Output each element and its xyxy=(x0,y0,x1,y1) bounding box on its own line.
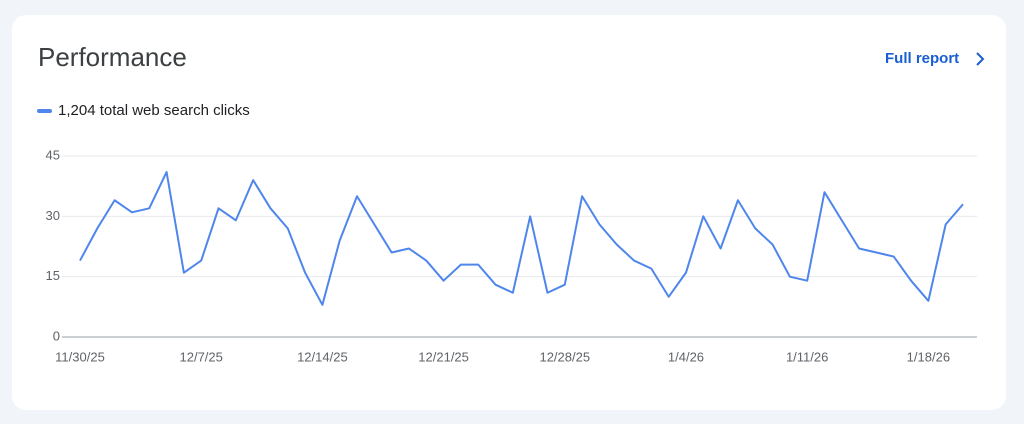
y-tick-label: 15 xyxy=(46,268,60,283)
x-tick-label: 11/30/25 xyxy=(55,349,105,364)
card-title: Performance xyxy=(38,42,187,72)
full-report-link[interactable]: Full report xyxy=(885,50,959,67)
chevron-icon[interactable] xyxy=(976,52,985,66)
card xyxy=(12,15,1006,410)
y-tick-label: 30 xyxy=(46,208,60,223)
x-tick-label: 12/14/25 xyxy=(297,349,348,364)
x-tick-label: 12/21/25 xyxy=(418,349,469,364)
y-tick-label: 45 xyxy=(46,147,60,162)
x-tick-label: 12/7/25 xyxy=(180,349,223,364)
series-line xyxy=(79,171,964,306)
y-tick-label: 0 xyxy=(53,328,60,343)
x-tick-label: 12/28/25 xyxy=(539,349,590,364)
x-tick-label: 1/11/26 xyxy=(786,349,828,364)
x-tick-label: 1/18/26 xyxy=(907,349,950,364)
legend-label: 1,204 total web search clicks xyxy=(58,102,250,119)
plot: 0 15 30 45 11/30/25 12/7/25 12/14/25 12/21/25 12… xyxy=(46,147,977,364)
x-tick-label: 1/4/26 xyxy=(668,349,704,364)
